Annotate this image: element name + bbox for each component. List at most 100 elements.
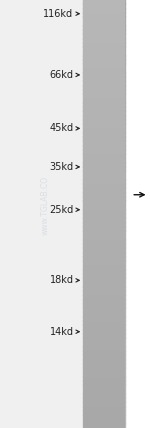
Bar bbox=[83, 222, 125, 227]
Bar bbox=[83, 376, 125, 381]
Bar bbox=[83, 265, 125, 270]
Bar bbox=[83, 183, 125, 188]
Bar bbox=[83, 230, 125, 235]
Text: 116kd: 116kd bbox=[43, 9, 74, 19]
Bar bbox=[83, 29, 125, 34]
Bar bbox=[83, 85, 125, 90]
Bar bbox=[83, 423, 125, 428]
Bar bbox=[83, 333, 125, 338]
Text: 66kd: 66kd bbox=[50, 70, 74, 80]
Text: 14kd: 14kd bbox=[50, 327, 74, 337]
Bar bbox=[83, 200, 125, 205]
Bar bbox=[83, 410, 125, 415]
Bar bbox=[83, 380, 125, 385]
Bar bbox=[83, 38, 125, 43]
Bar bbox=[83, 136, 125, 141]
Text: 18kd: 18kd bbox=[50, 275, 74, 285]
Bar bbox=[83, 303, 125, 308]
Bar bbox=[83, 282, 125, 287]
Bar bbox=[83, 350, 125, 355]
Bar bbox=[83, 162, 125, 167]
Bar bbox=[83, 389, 125, 394]
Bar bbox=[83, 187, 125, 193]
Bar bbox=[83, 247, 125, 253]
Bar bbox=[83, 42, 125, 47]
Bar bbox=[83, 33, 125, 39]
Bar bbox=[83, 55, 125, 60]
Bar bbox=[83, 68, 125, 73]
Bar bbox=[83, 239, 125, 244]
Bar bbox=[83, 149, 125, 154]
Bar bbox=[83, 3, 125, 9]
Bar bbox=[83, 354, 125, 360]
Bar bbox=[83, 72, 125, 77]
Bar bbox=[83, 243, 125, 248]
Bar bbox=[83, 205, 125, 210]
Bar bbox=[83, 93, 125, 98]
Bar bbox=[83, 21, 125, 26]
Bar bbox=[83, 80, 125, 86]
Bar bbox=[83, 397, 125, 402]
Bar bbox=[83, 277, 125, 282]
Bar bbox=[83, 337, 125, 342]
Bar bbox=[83, 235, 125, 240]
Bar bbox=[83, 226, 125, 231]
Bar bbox=[83, 406, 125, 411]
Bar bbox=[83, 273, 125, 278]
Bar bbox=[83, 363, 125, 368]
Bar bbox=[83, 290, 125, 295]
Bar bbox=[83, 76, 125, 81]
Bar bbox=[83, 286, 125, 291]
Text: 25kd: 25kd bbox=[49, 205, 74, 215]
Bar bbox=[83, 294, 125, 300]
Bar bbox=[83, 192, 125, 197]
Bar bbox=[83, 256, 125, 261]
Bar bbox=[0, 0, 83, 428]
Bar bbox=[83, 393, 125, 398]
Bar bbox=[83, 269, 125, 274]
Bar bbox=[83, 324, 125, 330]
Text: www.TGLAB.CO: www.TGLAB.CO bbox=[40, 176, 50, 235]
Bar bbox=[83, 414, 125, 419]
Text: 35kd: 35kd bbox=[49, 162, 74, 172]
Ellipse shape bbox=[92, 175, 113, 215]
Bar bbox=[83, 98, 125, 103]
Bar bbox=[83, 196, 125, 201]
Bar bbox=[83, 115, 125, 120]
Bar bbox=[83, 401, 125, 407]
Bar bbox=[83, 25, 125, 30]
Bar bbox=[83, 316, 125, 321]
Bar bbox=[83, 419, 125, 424]
Bar bbox=[83, 342, 125, 347]
Bar bbox=[83, 59, 125, 64]
Bar bbox=[83, 110, 125, 116]
Bar bbox=[83, 12, 125, 17]
Bar bbox=[83, 179, 125, 184]
Bar bbox=[83, 16, 125, 21]
Bar bbox=[83, 102, 125, 107]
Bar bbox=[83, 307, 125, 312]
Bar bbox=[83, 384, 125, 389]
Bar bbox=[83, 329, 125, 334]
Bar bbox=[83, 299, 125, 304]
Bar bbox=[83, 46, 125, 51]
Bar bbox=[83, 8, 125, 13]
Text: 45kd: 45kd bbox=[49, 123, 74, 134]
Bar bbox=[83, 119, 125, 124]
Bar bbox=[83, 128, 125, 133]
Bar bbox=[83, 312, 125, 317]
Bar bbox=[83, 175, 125, 180]
Bar bbox=[83, 372, 125, 377]
Bar bbox=[83, 170, 125, 175]
Bar bbox=[83, 63, 125, 68]
Bar bbox=[83, 217, 125, 223]
Bar bbox=[83, 106, 125, 111]
Bar bbox=[83, 166, 125, 171]
Bar bbox=[83, 89, 125, 94]
Bar bbox=[83, 140, 125, 146]
Bar bbox=[83, 123, 125, 128]
Bar bbox=[83, 346, 125, 351]
Bar bbox=[83, 132, 125, 137]
Bar bbox=[83, 320, 125, 325]
Bar bbox=[83, 51, 125, 56]
